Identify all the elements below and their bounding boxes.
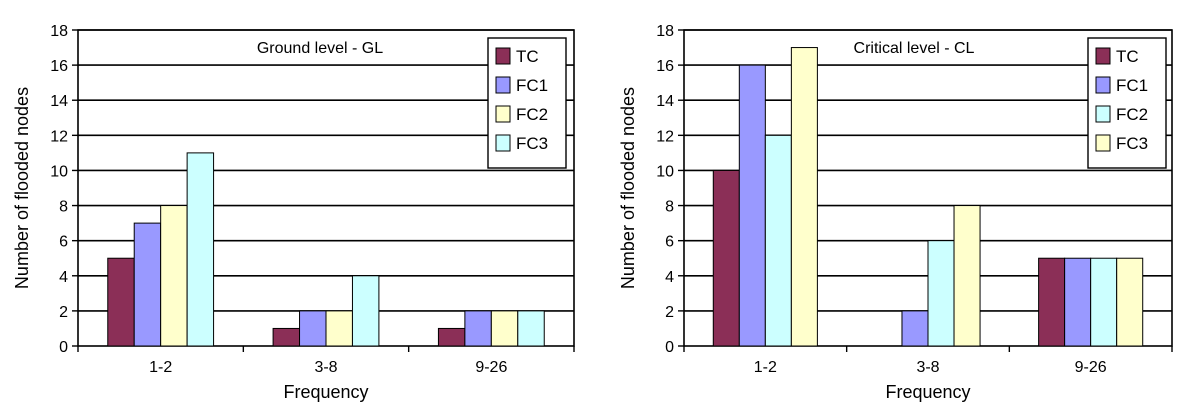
legend-label-tc: TC bbox=[1116, 47, 1139, 66]
y-tick-label: 0 bbox=[59, 339, 68, 356]
bar-fc1 bbox=[1064, 257, 1092, 347]
bar-fc3 bbox=[953, 205, 981, 347]
bar-fc2 bbox=[1090, 257, 1118, 347]
legend-label-fc3: FC3 bbox=[1116, 134, 1148, 153]
legend: TC FC1 FC2 FC3 bbox=[487, 37, 567, 169]
x-axis-label: Frequency bbox=[885, 382, 970, 402]
y-tick-label: 12 bbox=[656, 128, 674, 145]
y-tick-label: 14 bbox=[656, 93, 674, 110]
bar-fc1 bbox=[133, 222, 162, 347]
y-tick-label: 6 bbox=[665, 234, 674, 251]
legend-label-tc: TC bbox=[516, 47, 539, 66]
y-axis-label: Number of flooded nodes bbox=[12, 87, 32, 289]
legend-swatch-tc bbox=[1095, 47, 1111, 65]
y-tick-label: 14 bbox=[50, 93, 68, 110]
bar-fc1 bbox=[299, 310, 327, 347]
bar-fc3 bbox=[517, 310, 545, 347]
bar-fc2 bbox=[325, 310, 353, 347]
legend-swatch-fc2 bbox=[495, 105, 511, 123]
y-tick-label: 6 bbox=[59, 234, 68, 251]
y-tick-label: 2 bbox=[665, 304, 674, 321]
legend-label-fc1: FC1 bbox=[1116, 76, 1148, 95]
x-tick-label: 9-26 bbox=[1075, 359, 1107, 376]
y-tick-label: 4 bbox=[665, 269, 674, 286]
y-tick-label: 18 bbox=[50, 23, 68, 40]
y-tick-label: 4 bbox=[59, 269, 68, 286]
legend-swatch-fc2 bbox=[1095, 105, 1111, 123]
legend: TC FC1 FC2 FC3 bbox=[1087, 37, 1167, 169]
chart-2: 0 2 4 6 8 10 12 14 16 18 1-2 3-8 9-26 Frequency Number… bbox=[618, 23, 1173, 402]
y-axis-label: Number of flooded nodes bbox=[618, 87, 638, 289]
y-tick-label: 16 bbox=[656, 58, 674, 75]
chart-title: Ground level - GL bbox=[257, 40, 383, 57]
y-tick-label: 16 bbox=[50, 58, 68, 75]
bar-fc3 bbox=[351, 275, 380, 347]
legend-label-fc1: FC1 bbox=[516, 76, 548, 95]
chart-title: Critical level - CL bbox=[854, 40, 975, 57]
bar-fc3 bbox=[790, 47, 818, 347]
x-tick-label: 1-2 bbox=[754, 359, 777, 376]
bar-fc3 bbox=[1116, 257, 1144, 347]
legend-swatch-fc3 bbox=[1095, 134, 1111, 152]
bar-tc bbox=[107, 257, 135, 347]
legend-swatch-fc1 bbox=[495, 76, 511, 94]
y-tick-label: 0 bbox=[665, 339, 674, 356]
legend-swatch-fc1 bbox=[1095, 76, 1111, 94]
legend-swatch-fc3 bbox=[495, 134, 511, 152]
bar-fc2 bbox=[927, 240, 955, 347]
bar-fc1 bbox=[464, 310, 492, 347]
y-tick-label: 12 bbox=[50, 128, 68, 145]
bar-tc bbox=[712, 169, 740, 347]
bar-fc2 bbox=[764, 134, 792, 347]
x-tick-label: 1-2 bbox=[149, 359, 172, 376]
bar-tc bbox=[272, 327, 301, 347]
y-tick-label: 10 bbox=[656, 163, 674, 180]
legend-swatch-tc bbox=[495, 47, 511, 65]
legend-label-fc2: FC2 bbox=[516, 105, 548, 124]
bar-fc1 bbox=[738, 64, 766, 347]
bar-fc3 bbox=[186, 152, 215, 347]
bar-fc2 bbox=[160, 205, 188, 347]
y-tick-label: 2 bbox=[59, 304, 68, 321]
y-tick-label: 8 bbox=[59, 199, 68, 216]
bar-fc2 bbox=[490, 310, 519, 347]
x-tick-label: 3-8 bbox=[314, 359, 337, 376]
x-tick-label: 3-8 bbox=[916, 359, 939, 376]
bar-fc1 bbox=[901, 310, 929, 347]
chart-1: 0 2 4 6 8 10 12 14 16 18 1-2 3-8 9-26 Frequency Number… bbox=[12, 23, 575, 402]
legend-label-fc3: FC3 bbox=[516, 134, 548, 153]
bar-tc bbox=[1038, 257, 1066, 347]
bar-tc bbox=[437, 327, 466, 347]
x-axis-label: Frequency bbox=[283, 382, 368, 402]
y-tick-label: 10 bbox=[50, 163, 68, 180]
y-tick-label: 8 bbox=[665, 199, 674, 216]
x-tick-label: 9-26 bbox=[475, 359, 507, 376]
y-tick-label: 18 bbox=[656, 23, 674, 40]
legend-label-fc2: FC2 bbox=[1116, 105, 1148, 124]
